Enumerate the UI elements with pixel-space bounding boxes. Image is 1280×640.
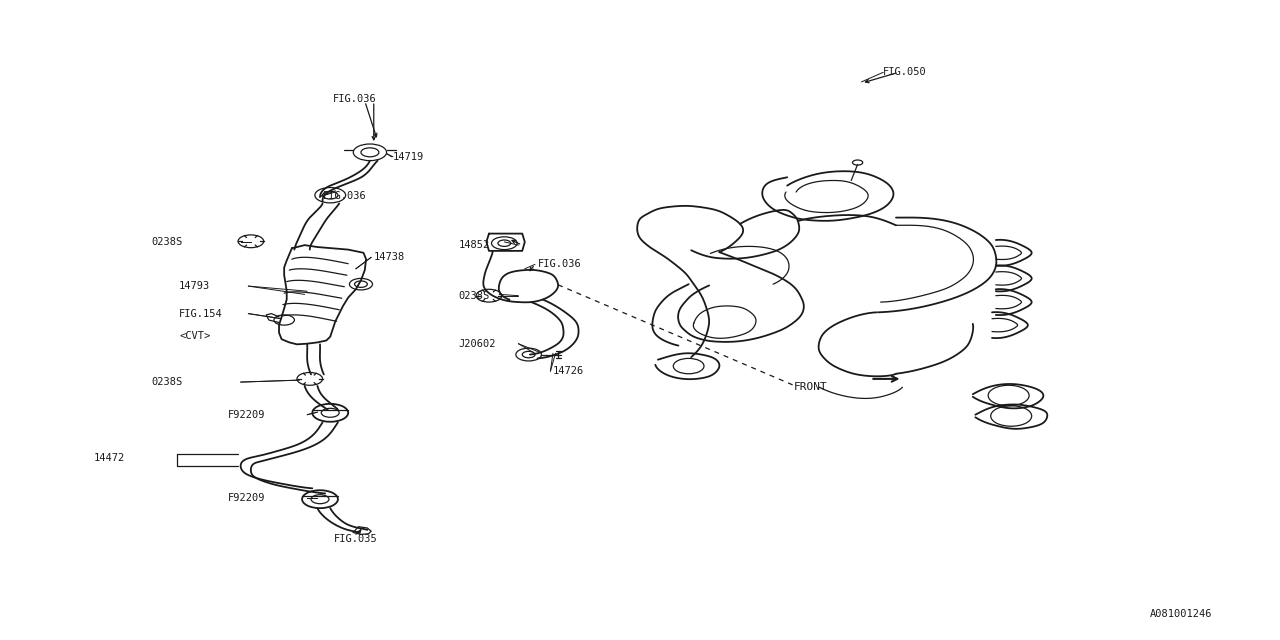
Text: 0238S: 0238S [458,291,489,301]
Text: FIG.035: FIG.035 [334,534,378,544]
Text: J20602: J20602 [458,339,495,349]
Text: FRONT: FRONT [794,382,827,392]
Text: FIG.036: FIG.036 [538,259,581,269]
Text: 14472: 14472 [93,453,124,463]
Text: 14852: 14852 [458,240,489,250]
Text: F92209: F92209 [228,493,265,503]
Text: F92209: F92209 [228,410,265,420]
Text: 0238S: 0238S [151,237,182,247]
Text: FIG.036: FIG.036 [323,191,366,202]
Text: A081001246: A081001246 [1149,609,1212,620]
Text: <CVT>: <CVT> [179,331,210,341]
Text: 14793: 14793 [179,281,210,291]
Text: 0238S: 0238S [151,377,182,387]
Text: 14738: 14738 [374,252,404,262]
Text: 14719: 14719 [393,152,424,162]
Text: FIG.050: FIG.050 [883,67,927,77]
Text: FIG.154: FIG.154 [179,308,223,319]
Text: FIG.036: FIG.036 [333,94,376,104]
Text: 14726: 14726 [553,366,584,376]
